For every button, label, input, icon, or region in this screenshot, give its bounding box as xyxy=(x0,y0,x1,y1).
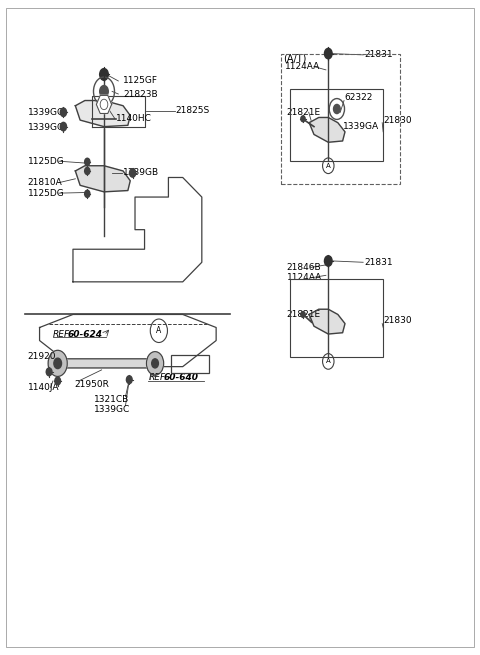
Text: 1339GC: 1339GC xyxy=(95,405,131,413)
Circle shape xyxy=(324,48,332,59)
Polygon shape xyxy=(75,100,130,126)
Text: 1125GF: 1125GF xyxy=(123,77,158,85)
Circle shape xyxy=(334,104,340,113)
Text: REF.: REF. xyxy=(53,329,72,339)
Circle shape xyxy=(84,190,90,197)
Circle shape xyxy=(152,359,158,368)
Text: 1321CB: 1321CB xyxy=(95,395,130,403)
Text: 21830: 21830 xyxy=(383,316,412,326)
Polygon shape xyxy=(309,309,345,334)
Text: 60-624: 60-624 xyxy=(67,329,102,339)
Polygon shape xyxy=(75,166,130,192)
Text: 1124AA: 1124AA xyxy=(285,62,321,71)
Circle shape xyxy=(46,368,52,376)
Text: 21950R: 21950R xyxy=(74,380,109,389)
Circle shape xyxy=(84,168,90,174)
Text: 21810A: 21810A xyxy=(28,178,62,187)
Circle shape xyxy=(54,358,61,369)
Text: 1339GC: 1339GC xyxy=(28,108,64,117)
Circle shape xyxy=(55,377,60,385)
Text: 62322: 62322 xyxy=(344,94,372,102)
Text: 1339GC: 1339GC xyxy=(28,122,64,132)
Circle shape xyxy=(48,350,67,377)
Text: 1124AA: 1124AA xyxy=(287,273,322,282)
Circle shape xyxy=(301,116,305,122)
Text: 1125DG: 1125DG xyxy=(28,157,64,166)
Text: A: A xyxy=(326,162,331,169)
Text: (A/T): (A/T) xyxy=(283,54,306,64)
Text: REF.: REF. xyxy=(148,373,167,383)
Circle shape xyxy=(126,376,132,384)
Circle shape xyxy=(301,312,305,318)
Text: 1140JA: 1140JA xyxy=(28,383,59,392)
Bar xyxy=(290,278,383,357)
Circle shape xyxy=(84,159,90,166)
Circle shape xyxy=(146,352,164,375)
Text: 21821E: 21821E xyxy=(287,108,321,117)
Polygon shape xyxy=(309,117,345,142)
Text: 21821E: 21821E xyxy=(287,310,321,319)
Bar xyxy=(290,90,383,161)
Text: 1339GB: 1339GB xyxy=(123,168,159,178)
Bar xyxy=(171,355,209,373)
Text: 21823B: 21823B xyxy=(123,90,158,98)
Text: 1339GA: 1339GA xyxy=(343,122,379,131)
Text: 60-640: 60-640 xyxy=(164,373,199,383)
Circle shape xyxy=(100,86,108,97)
Text: 1125DG: 1125DG xyxy=(28,189,64,198)
Polygon shape xyxy=(96,96,112,113)
Text: 21846B: 21846B xyxy=(287,263,322,272)
Circle shape xyxy=(60,108,67,117)
Text: 21831: 21831 xyxy=(364,258,393,267)
Text: 21831: 21831 xyxy=(364,50,393,60)
Text: A: A xyxy=(156,326,161,335)
Text: A: A xyxy=(326,358,331,364)
Circle shape xyxy=(130,169,136,177)
Circle shape xyxy=(60,122,67,131)
Circle shape xyxy=(100,69,108,81)
Polygon shape xyxy=(59,359,154,368)
Circle shape xyxy=(324,255,332,266)
Text: 1140HC: 1140HC xyxy=(116,114,152,123)
Text: 21825S: 21825S xyxy=(176,107,210,115)
Text: 21920: 21920 xyxy=(28,352,56,362)
Text: 21830: 21830 xyxy=(383,115,412,124)
Circle shape xyxy=(100,99,108,109)
